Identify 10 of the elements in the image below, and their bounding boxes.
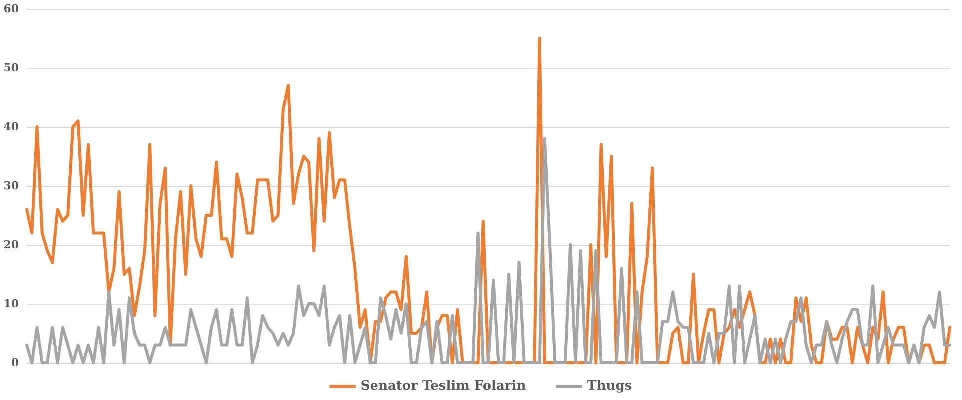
- y-tick-label: 20: [4, 238, 20, 252]
- y-tick-label: 60: [4, 2, 20, 16]
- y-tick-label: 40: [4, 120, 20, 134]
- legend-label: Thugs: [587, 379, 632, 394]
- y-tick-label: 30: [4, 180, 20, 192]
- legend-label: Senator Teslim Folarin: [360, 379, 527, 394]
- y-tick-label: 50: [4, 62, 20, 74]
- y-tick-label: 0: [11, 356, 20, 370]
- line-series: [26, 137, 952, 364]
- y-tick-label: 10: [4, 298, 20, 310]
